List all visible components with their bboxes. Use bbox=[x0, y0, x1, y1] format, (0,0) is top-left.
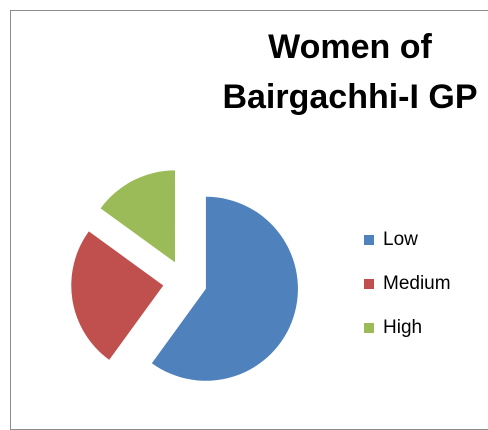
pie-slice bbox=[100, 170, 176, 263]
legend-swatch bbox=[364, 279, 374, 289]
pie-slice bbox=[151, 196, 298, 381]
chart: Low Medium High bbox=[71, 170, 451, 381]
legend-label: Medium bbox=[383, 273, 451, 294]
legend-swatch bbox=[364, 323, 374, 333]
chart-title: Women of Bairgachhi-I GP bbox=[222, 28, 478, 116]
legend-swatch bbox=[364, 235, 374, 245]
legend-label: Low bbox=[383, 229, 418, 250]
legend-label: High bbox=[383, 317, 422, 338]
pie-slice bbox=[71, 231, 164, 360]
page: {"chart_data": {"type": "pie", "title": … bbox=[10, 10, 488, 430]
